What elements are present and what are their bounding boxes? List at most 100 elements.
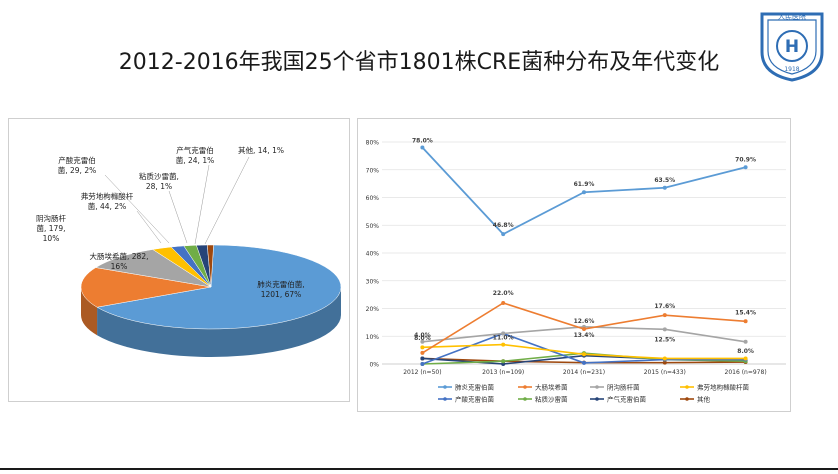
- line-chart: 0% 10% 20% 30% 40% 50% 60% 70% 80% 2012 (n=50) 201…: [366, 138, 786, 404]
- line-data-labels: 78.0% 46.8% 61.9% 63.5% 70.9% 4.0% 22.0% 12.6% 1…: [412, 138, 756, 355]
- pie-leader-4: [104, 174, 170, 244]
- data-label-10: 8.0%: [414, 335, 431, 342]
- series-0-point-2: [582, 190, 586, 195]
- logo-year: 1918: [784, 66, 799, 73]
- pie-label-2-2: 10%: [43, 234, 60, 243]
- series-3-point-1: [501, 342, 506, 347]
- legend-marker-3: [685, 385, 689, 389]
- y-tick-4: 40%: [366, 251, 380, 258]
- series-0-point-4: [743, 165, 748, 170]
- x-tick-3: 2015 (n=433): [644, 369, 686, 376]
- line-series: [420, 145, 748, 366]
- series-1-point-3: [662, 313, 667, 318]
- y-tick-0: 0%: [369, 362, 379, 369]
- data-label-11: 11.0%: [493, 334, 514, 341]
- data-label-9: 15.4%: [735, 309, 756, 316]
- series-0-point-0: [420, 145, 425, 150]
- y-tick-5: 50%: [366, 223, 380, 230]
- pie-labels: 肺炎克雷伯菌,1201, 67% 大肠埃希菌, 282,16% 阴沟肠杆菌, 179…: [36, 145, 305, 299]
- bottom-rule: [0, 468, 838, 470]
- legend-marker-1: [523, 385, 527, 389]
- pie-side-0: [97, 287, 341, 357]
- series-0-point-3: [662, 185, 667, 190]
- data-label-2: 61.9%: [574, 181, 595, 188]
- pie-side-1: [81, 287, 98, 336]
- y-tick-8: 80%: [366, 140, 380, 147]
- series-1-point-2: [582, 327, 586, 332]
- legend-label-4: 产酸克雷伯菌: [455, 395, 495, 404]
- data-label-4: 70.9%: [735, 156, 756, 163]
- legend-marker-5: [523, 397, 527, 401]
- legend-label-6: 产气克雷伯菌: [607, 395, 647, 404]
- y-tick-1: 10%: [366, 334, 380, 341]
- line-chart-panel: 0% 10% 20% 30% 40% 50% 60% 70% 80% 2012 (n=50) 201…: [357, 118, 791, 412]
- data-label-1: 46.8%: [493, 222, 514, 229]
- pie-leader-6: [194, 164, 210, 245]
- data-label-5: 4.0%: [414, 332, 431, 339]
- x-tick-4: 2016 (n=978): [725, 369, 767, 376]
- pie-label-1-0: 大肠埃希菌, 282,: [90, 251, 149, 261]
- legend-marker-7: [685, 397, 689, 401]
- x-tick-1: 2013 (n=109): [482, 369, 524, 376]
- legend-label-1: 大肠埃希菌: [535, 383, 568, 392]
- pie-label-2-1: 菌, 179,: [37, 223, 66, 233]
- data-label-13: 12.5%: [654, 336, 675, 343]
- data-label-0: 78.0%: [412, 138, 433, 145]
- pie-label-0-1: 1201, 67%: [261, 290, 302, 299]
- series-7-point-3: [662, 360, 667, 365]
- pie-tops: [80, 244, 342, 330]
- pie-slice-0: [96, 244, 342, 330]
- x-tick-2: 2014 (n=231): [563, 369, 605, 376]
- pie-leader-5: [168, 190, 188, 244]
- series-2-point-3: [662, 327, 667, 332]
- y-tick-3: 30%: [366, 278, 380, 285]
- slide-title: 2012-2016年我国25个省市1801株CRE菌种分布及年代变化: [118, 50, 720, 75]
- legend-label-3: 弗劳地枸橼酸杆菌: [697, 383, 750, 392]
- pie-label-6-1: 菌, 24, 1%: [176, 155, 214, 165]
- pie-slice-7: [206, 244, 214, 288]
- series-5-point-1: [501, 359, 506, 364]
- series-2-point-0: [420, 339, 425, 344]
- series-1-point-1: [501, 300, 506, 305]
- series-1-point-0: [420, 350, 425, 355]
- pie-slice-2: [95, 249, 212, 288]
- y-tick-7: 70%: [366, 167, 380, 174]
- legend-marker-2: [595, 385, 599, 389]
- pie-leader-3: [136, 210, 162, 244]
- pie-chart-panel: 肺炎克雷伯菌, 1201, 67% 大肠埃希菌, 282, 16% 阴沟肠杆 菌, 179…: [8, 118, 350, 402]
- series-3-point-0: [420, 345, 425, 350]
- pie-label-7-0: 其他, 14, 1%: [238, 145, 284, 155]
- pie-chart: 肺炎克雷伯菌,1201, 67% 大肠埃希菌, 282,16% 阴沟肠杆菌, 179…: [36, 145, 342, 357]
- series-6-point-0: [420, 356, 425, 361]
- series-1-point-4: [743, 319, 748, 324]
- data-label-8: 17.6%: [654, 303, 675, 310]
- pie-slice-1: [80, 267, 212, 308]
- series-4-point-2: [582, 360, 586, 365]
- logo-monogram: H: [785, 37, 799, 57]
- legend-label-5: 粘质沙雷菌: [535, 395, 568, 404]
- series-3-point-2: [582, 352, 586, 357]
- line-gridlines: 0% 10% 20% 30% 40% 50% 60% 70% 80% 2012 (n=50) 201…: [366, 140, 786, 376]
- pie-label-3-0: 弗劳地枸橼酸杆: [81, 191, 134, 201]
- y-tick-6: 60%: [366, 195, 380, 202]
- series-3-point-3: [662, 356, 667, 361]
- data-label-6: 22.0%: [493, 290, 514, 297]
- data-label-12: 13.4%: [574, 332, 595, 339]
- legend-marker-0: [443, 385, 447, 389]
- legend-marker-6: [595, 397, 599, 401]
- series-4-point-0: [420, 362, 425, 366]
- pie-label-5-0: 粘质沙雷菌,: [139, 171, 179, 181]
- legend-label-7: 其他: [697, 395, 711, 404]
- pie-label-6-0: 产气克雷伯: [176, 145, 214, 155]
- pie-label-2-0: 阴沟肠杆: [36, 213, 66, 223]
- pie-sides: [81, 287, 341, 357]
- pie-label-0-0: 肺炎克雷伯菌,: [257, 279, 304, 289]
- pie-label-4-1: 菌, 29, 2%: [58, 165, 96, 175]
- pie-label-5-1: 28, 1%: [146, 182, 172, 191]
- series-0-point-1: [501, 232, 506, 237]
- x-tick-0: 2012 (n=50): [403, 369, 441, 376]
- pie-label-1-1: 16%: [111, 262, 128, 271]
- legend-label-0: 肺炎克雷伯菌: [455, 383, 495, 392]
- pie-label-4-0: 产酸克雷伯: [58, 155, 96, 165]
